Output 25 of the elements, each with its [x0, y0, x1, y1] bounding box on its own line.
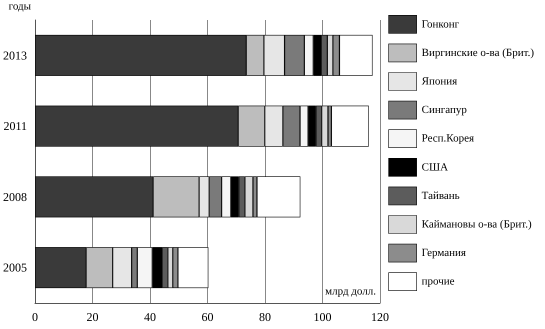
x-tick-label: 40 — [144, 310, 156, 324]
x-tick-label: 100 — [314, 310, 332, 324]
legend-label: Респ.Корея — [422, 132, 474, 145]
bar — [256, 176, 300, 218]
legend-label: прочие — [422, 276, 455, 288]
x-tick-label: 20 — [86, 310, 98, 324]
legend-label: Каймановы о-ва (Брит.) — [422, 218, 532, 230]
y-axis-title: годы — [8, 0, 32, 12]
x-tick-label: 80 — [259, 310, 271, 324]
legend-label: Сингапур — [422, 104, 468, 116]
bar — [331, 106, 369, 147]
x-tick-label: 120 — [371, 310, 389, 324]
legend-label: США — [422, 161, 448, 174]
legend-label: Германия — [422, 247, 466, 260]
legend-label: Тайвань — [422, 190, 460, 202]
legend-label: Гонконг — [422, 18, 460, 30]
x-tick-label: 60 — [202, 310, 214, 324]
legend-label: Япония — [422, 76, 458, 88]
y-tick-label: 2005 — [3, 260, 27, 275]
y-tick-label: 2013 — [3, 48, 27, 62]
x-tick-label: 0 — [32, 310, 38, 324]
x-axis-title: млрд долл. — [325, 286, 376, 298]
legend-label: Виргинские о-ва (Брит.) — [422, 46, 534, 59]
y-tick-label: 2008 — [3, 190, 27, 204]
y-tick-label: 2011 — [3, 119, 27, 134]
